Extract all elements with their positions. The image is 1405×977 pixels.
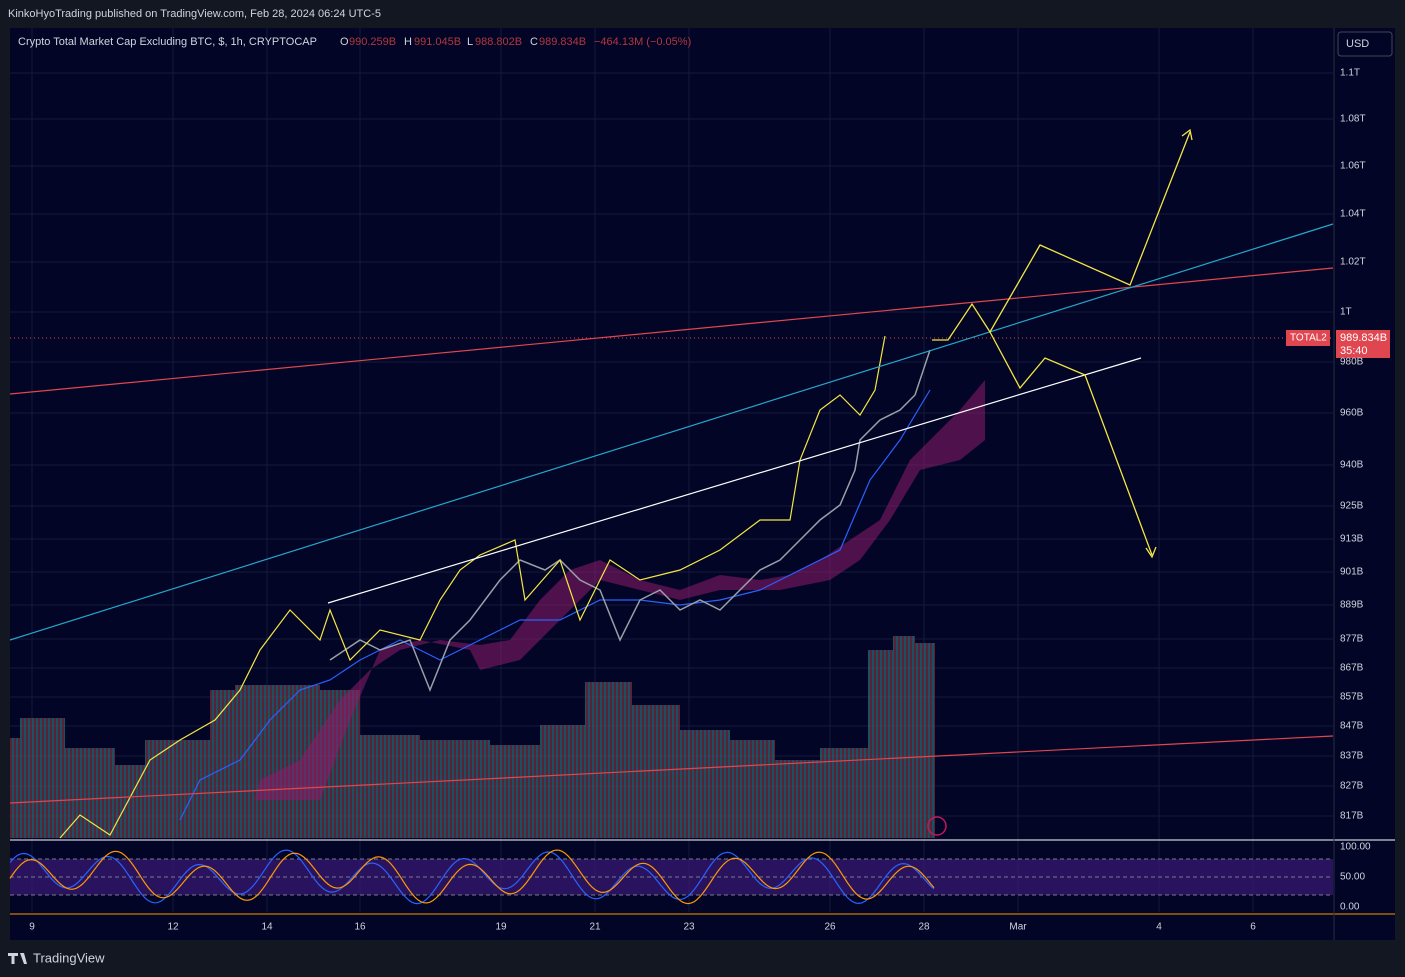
price-label: 925B [1340, 501, 1364, 512]
price-label: 837B [1340, 751, 1364, 762]
alert-icon [927, 816, 947, 836]
price-label: 1.06T [1340, 161, 1366, 172]
price-label: 1.02T [1340, 257, 1366, 268]
stoch-k [9, 849, 935, 905]
price-label: 1.04T [1340, 209, 1366, 220]
arrow-head [1145, 546, 1157, 559]
ohlc-value: 988.802B [475, 36, 522, 48]
trend-line [9, 223, 1334, 641]
trend-line [9, 735, 1334, 804]
oscillator-label: 50.00 [1340, 872, 1365, 883]
legend: Crypto Total Market Cap Excluding BTC, $… [18, 36, 691, 48]
symbol-tag [1286, 330, 1330, 346]
symbol: Crypto Total Market Cap Excluding BTC, $… [18, 36, 317, 48]
price-label: 1.08T [1340, 114, 1366, 125]
price-label: 1T [1340, 307, 1352, 318]
time-label: 4 [1156, 922, 1162, 933]
publisher: KinkoHyoTrading published on TradingView… [8, 8, 381, 20]
time-label: Mar [1009, 922, 1027, 933]
ohlc-key: H [404, 36, 412, 48]
price-label: 847B [1340, 721, 1364, 732]
price-label: 1.1T [1340, 68, 1360, 79]
countdown: 35:40 [1340, 345, 1368, 357]
ohlc-key: L [467, 36, 473, 48]
oscillator-label: 0.00 [1340, 902, 1360, 913]
time-label: 21 [589, 922, 601, 933]
price-label: 827B [1340, 781, 1364, 792]
brand-logo [8, 953, 27, 964]
ohlc-value: 989.834B [539, 36, 586, 48]
symbol-tag-text: TOTAL2 [1290, 333, 1327, 344]
price-label: 913B [1340, 534, 1364, 545]
price-label: 940B [1340, 460, 1364, 471]
ohlc-value: 990.259B [349, 36, 396, 48]
price-label: 960B [1340, 408, 1364, 419]
ichimoku-cloud [255, 380, 985, 800]
ohlc-key: O [340, 36, 349, 48]
time-label: 12 [167, 922, 179, 933]
price-label: 857B [1340, 692, 1364, 703]
price-label: 889B [1340, 600, 1364, 611]
brand: TradingView [33, 950, 105, 965]
time-label: 6 [1250, 922, 1256, 933]
price-label: 817B [1340, 811, 1364, 822]
price-candles [329, 349, 931, 693]
oscillator-label: 100.00 [1340, 842, 1371, 853]
arrow-head [1181, 128, 1193, 141]
price-tag [1336, 330, 1390, 358]
time-label: 19 [495, 922, 507, 933]
price-label: 980B [1340, 357, 1364, 368]
time-label: 14 [261, 922, 273, 933]
ohlc-key: C [530, 36, 538, 48]
price-label: 877B [1340, 634, 1364, 645]
trend-line [327, 357, 1142, 604]
base-line [179, 389, 931, 821]
time-label: 26 [824, 922, 836, 933]
lagging-span [59, 335, 886, 839]
currency-button[interactable] [1337, 31, 1393, 57]
price-label: 867B [1340, 663, 1364, 674]
currency[interactable]: USD [1346, 38, 1369, 50]
projection [989, 331, 1153, 556]
time-label: 28 [918, 922, 930, 933]
ohlc-value: 991.045B [414, 36, 461, 48]
price-tag-text: 989.834B [1340, 332, 1387, 344]
time-label: 23 [683, 922, 695, 933]
trend-line [9, 267, 1334, 395]
stoch-d [9, 849, 935, 905]
time-label: 9 [29, 922, 35, 933]
change: −464.13M (−0.05%) [594, 36, 691, 48]
price-label: 901B [1340, 567, 1364, 578]
time-label: 16 [354, 922, 366, 933]
